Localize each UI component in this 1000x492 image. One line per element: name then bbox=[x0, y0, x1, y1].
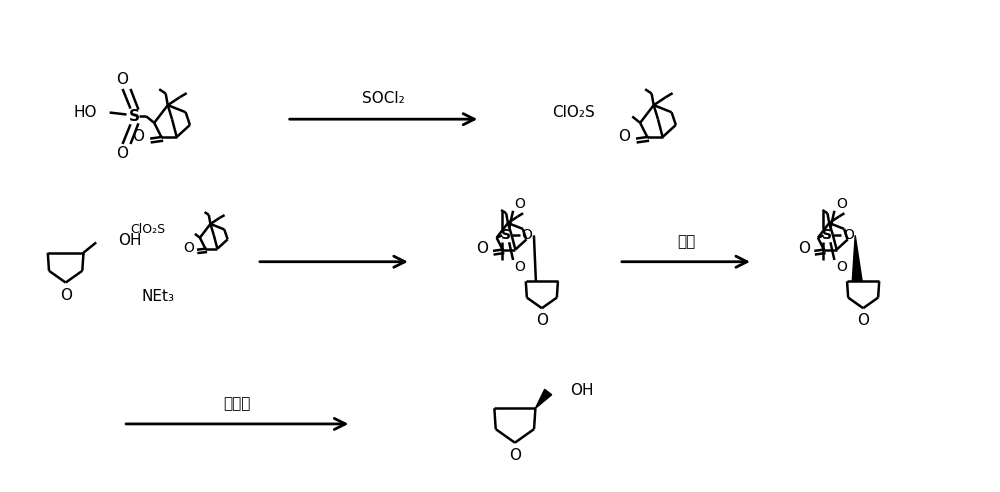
Text: O: O bbox=[857, 313, 869, 329]
Text: O: O bbox=[515, 197, 525, 211]
Text: 解离剂: 解离剂 bbox=[224, 396, 251, 411]
Text: S: S bbox=[501, 228, 511, 243]
Text: O: O bbox=[117, 146, 129, 161]
Polygon shape bbox=[852, 235, 862, 281]
Text: O: O bbox=[117, 72, 129, 87]
Text: O: O bbox=[836, 197, 847, 211]
Text: OH: OH bbox=[118, 233, 142, 248]
Text: O: O bbox=[618, 129, 630, 144]
Text: S: S bbox=[129, 109, 140, 124]
Text: S: S bbox=[822, 228, 832, 243]
Text: O: O bbox=[183, 241, 194, 254]
Text: ClO₂S: ClO₂S bbox=[130, 223, 165, 237]
Text: HO: HO bbox=[73, 105, 97, 120]
Text: ClO₂S: ClO₂S bbox=[552, 105, 595, 120]
Text: O: O bbox=[843, 228, 854, 243]
Text: O: O bbox=[132, 129, 144, 144]
Text: SOCl₂: SOCl₂ bbox=[362, 92, 405, 106]
Text: O: O bbox=[476, 241, 488, 256]
Text: O: O bbox=[515, 260, 525, 274]
Text: NEt₃: NEt₃ bbox=[141, 289, 174, 304]
Polygon shape bbox=[535, 389, 552, 408]
Text: OH: OH bbox=[570, 383, 593, 398]
Text: O: O bbox=[60, 288, 72, 303]
Text: O: O bbox=[509, 448, 521, 463]
Text: O: O bbox=[522, 228, 532, 243]
Text: 结晶: 结晶 bbox=[677, 234, 695, 249]
Text: O: O bbox=[798, 241, 810, 256]
Text: O: O bbox=[836, 260, 847, 274]
Text: O: O bbox=[536, 313, 548, 329]
